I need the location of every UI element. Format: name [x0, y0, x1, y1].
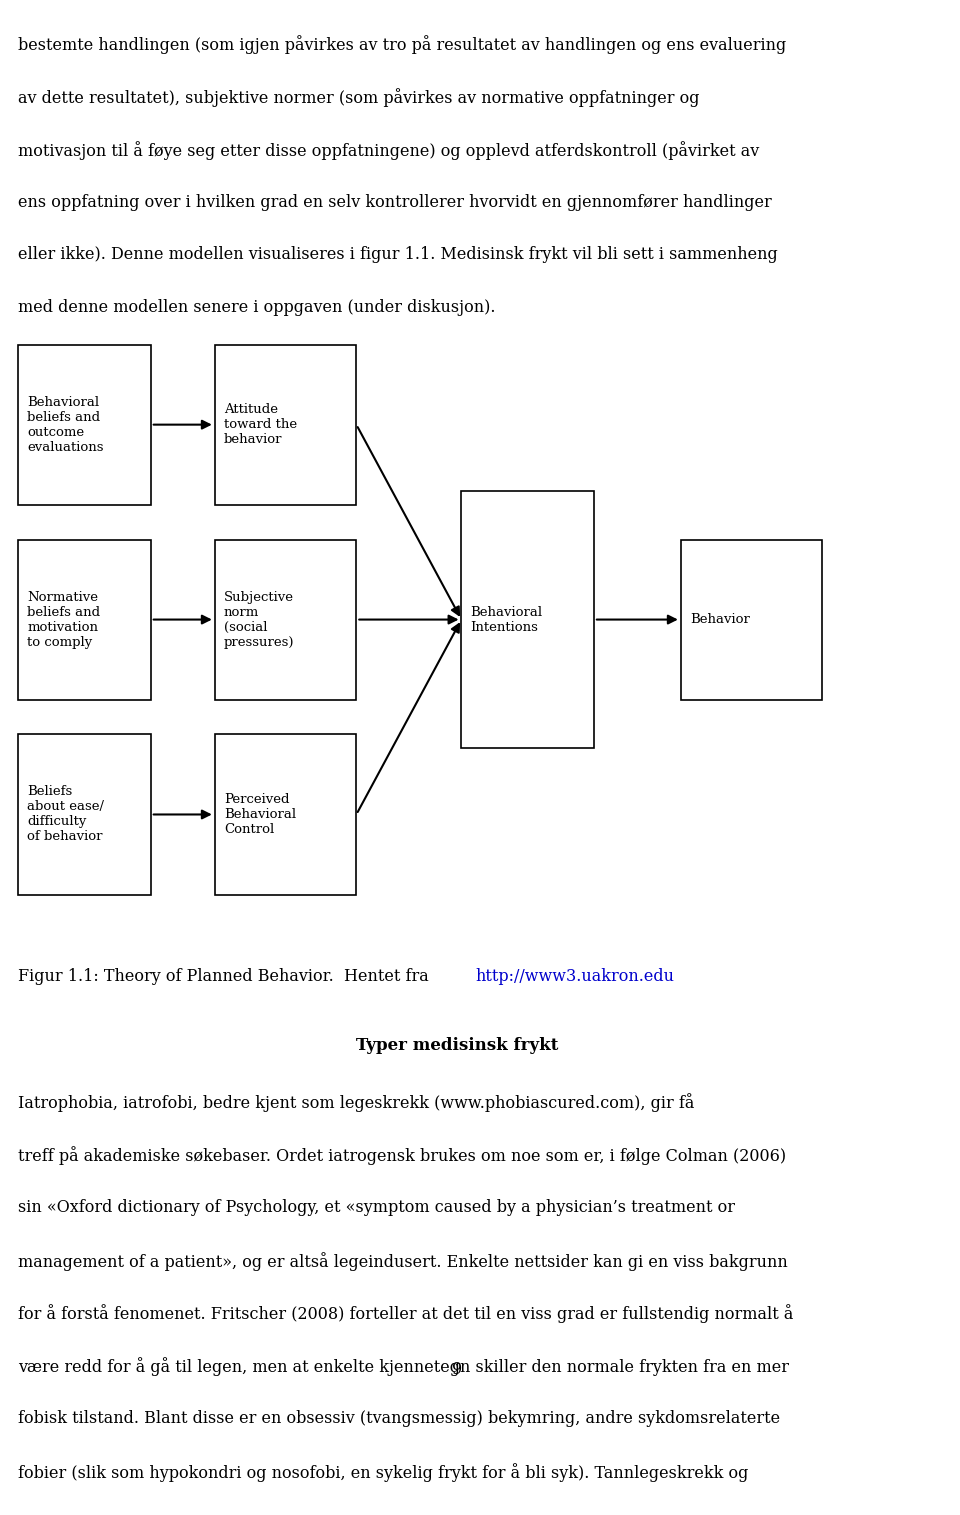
Text: sin «Oxford dictionary of Psychology, et «symptom caused by a physician’s treatm: sin «Oxford dictionary of Psychology, et… — [18, 1198, 735, 1215]
FancyBboxPatch shape — [215, 344, 356, 504]
FancyBboxPatch shape — [18, 735, 151, 894]
FancyBboxPatch shape — [18, 344, 151, 504]
Text: Typer medisinsk frykt: Typer medisinsk frykt — [356, 1038, 558, 1054]
Text: management of a patient», og er altså legeindusert. Enkelte nettsider kan gi en : management of a patient», og er altså le… — [18, 1251, 788, 1271]
Text: med denne modellen senere i oppgaven (under diskusjon).: med denne modellen senere i oppgaven (un… — [18, 300, 495, 317]
Text: fobier (slik som hypokondri og nosofobi, en sykelig frykt for å bli syk). Tannle: fobier (slik som hypokondri og nosofobi,… — [18, 1463, 749, 1482]
Text: 9: 9 — [452, 1362, 462, 1379]
Text: Beliefs
about ease/
difficulty
of behavior: Beliefs about ease/ difficulty of behavi… — [28, 785, 105, 844]
Text: Perceived
Behavioral
Control: Perceived Behavioral Control — [224, 792, 296, 836]
FancyBboxPatch shape — [681, 539, 823, 700]
Text: motivasjon til å føye seg etter disse oppfatningene) og opplevd atferdskontroll : motivasjon til å føye seg etter disse op… — [18, 141, 759, 159]
Text: Iatrophobia, iatrofobi, bedre kjent som legeskrekk (www.phobiascured.com), gir f: Iatrophobia, iatrofobi, bedre kjent som … — [18, 1092, 695, 1112]
Text: treff på akademiske søkebaser. Ordet iatrogensk brukes om noe som er, i følge Co: treff på akademiske søkebaser. Ordet iat… — [18, 1145, 786, 1165]
Text: ens oppfatning over i hvilken grad en selv kontrollerer hvorvidt en gjennomfører: ens oppfatning over i hvilken grad en se… — [18, 194, 772, 211]
FancyBboxPatch shape — [215, 735, 356, 894]
Text: Subjective
norm
(social
pressures): Subjective norm (social pressures) — [224, 591, 295, 648]
Text: fobisk tilstand. Blant disse er en obsessiv (tvangsmessig) bekymring, andre sykd: fobisk tilstand. Blant disse er en obses… — [18, 1410, 780, 1427]
FancyBboxPatch shape — [462, 491, 594, 748]
FancyBboxPatch shape — [18, 539, 151, 700]
Text: http://www3.uakron.edu: http://www3.uakron.edu — [475, 968, 674, 985]
Text: eller ikke). Denne modellen visualiseres i figur 1.1. Medisinsk frykt vil bli se: eller ikke). Denne modellen visualiseres… — [18, 247, 778, 264]
Text: Behavioral
beliefs and
outcome
evaluations: Behavioral beliefs and outcome evaluatio… — [28, 395, 104, 453]
FancyBboxPatch shape — [215, 539, 356, 700]
Text: være redd for å gå til legen, men at enkelte kjennetegn skiller den normale fryk: være redd for å gå til legen, men at enk… — [18, 1357, 789, 1376]
Text: for å forstå fenomenet. Fritscher (2008) forteller at det til en viss grad er fu: for å forstå fenomenet. Fritscher (2008)… — [18, 1304, 794, 1324]
Text: Behavior: Behavior — [690, 614, 750, 626]
Text: Behavioral
Intentions: Behavioral Intentions — [470, 606, 542, 633]
Text: bestemte handlingen (som igjen påvirkes av tro på resultatet av handlingen og en: bestemte handlingen (som igjen påvirkes … — [18, 35, 786, 53]
Text: Attitude
toward the
behavior: Attitude toward the behavior — [224, 403, 297, 445]
Text: av dette resultatet), subjektive normer (som påvirkes av normative oppfatninger : av dette resultatet), subjektive normer … — [18, 88, 700, 106]
Text: Normative
beliefs and
motivation
to comply: Normative beliefs and motivation to comp… — [28, 591, 101, 648]
Text: Figur 1.1: Theory of Planned Behavior.  Hentet fra: Figur 1.1: Theory of Planned Behavior. H… — [18, 968, 434, 985]
